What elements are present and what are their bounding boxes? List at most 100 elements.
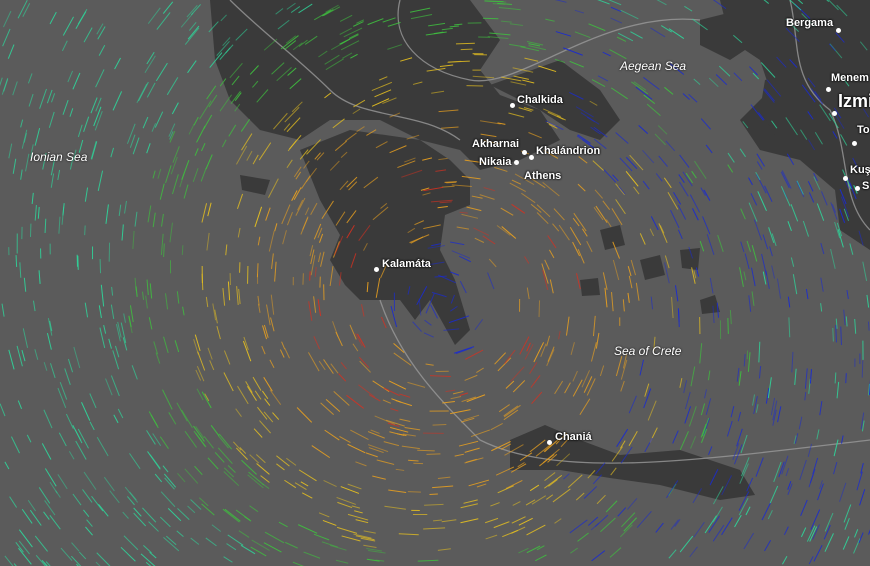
wind-streak: [764, 540, 772, 552]
wind-streak: [389, 112, 401, 118]
wind-streak: [439, 201, 452, 204]
wind-streak: [81, 402, 91, 421]
wind-streak: [751, 291, 755, 306]
wind-streak: [740, 434, 748, 454]
city-label[interactable]: Kuş: [850, 164, 870, 176]
wind-streak: [471, 195, 483, 199]
wind-streak: [503, 405, 519, 417]
wind-streak: [375, 559, 385, 562]
wind-streak: [553, 208, 565, 221]
city-label[interactable]: Bergama: [786, 17, 834, 29]
wind-streak: [445, 389, 456, 393]
wind-streak: [790, 204, 799, 222]
wind-streak: [526, 545, 541, 554]
wind-streak: [160, 491, 176, 508]
wind-streak: [807, 443, 813, 457]
wind-streak: [402, 433, 416, 437]
wind-streak: [531, 495, 546, 505]
wind-streak: [162, 1, 174, 14]
city-label[interactable]: Chalkida: [517, 94, 563, 106]
wind-streak: [771, 233, 777, 247]
wind-streak: [623, 517, 637, 532]
wind-streak: [555, 31, 572, 37]
wind-streak: [177, 472, 186, 483]
wind-streak: [511, 179, 522, 185]
wind-streak: [165, 535, 177, 546]
wind-streak: [176, 530, 184, 538]
wind-streak: [804, 392, 807, 401]
wind-streak: [521, 192, 536, 204]
wind-streak: [520, 46, 540, 52]
wind-streak: [563, 473, 570, 480]
wind-streak: [408, 459, 419, 462]
wind-streak: [21, 129, 28, 149]
wind-streak: [136, 83, 148, 104]
wind-streak: [238, 288, 241, 305]
wind-streak: [83, 471, 97, 490]
wind-streak: [441, 185, 455, 188]
city-label[interactable]: Athens: [524, 170, 562, 182]
wind-streak: [617, 32, 634, 42]
wind-streak: [764, 185, 773, 203]
wind-streak: [450, 409, 471, 415]
wind-streak: [666, 480, 679, 499]
wind-streak: [597, 0, 610, 5]
wind-streak: [117, 408, 124, 419]
wind-streak: [671, 296, 674, 319]
wind-streak: [753, 219, 763, 241]
wind-streak: [577, 134, 591, 144]
wind-streak: [387, 422, 400, 427]
wind-streak: [591, 342, 597, 362]
wind-streak: [252, 154, 259, 165]
wind-streak: [660, 25, 673, 33]
wind-streak: [144, 55, 156, 74]
wind-streak: [346, 225, 355, 239]
wind-streak: [61, 206, 65, 225]
city-label[interactable]: Akharnai: [472, 138, 520, 150]
city-label[interactable]: To: [857, 124, 870, 136]
wind-streak: [490, 423, 503, 431]
wind-streak: [322, 519, 337, 526]
wind-streak: [114, 57, 121, 70]
wind-streak: [20, 169, 23, 180]
wind-streak: [833, 461, 838, 475]
wind-streak: [592, 474, 602, 485]
wind-streak: [134, 211, 138, 227]
city-label[interactable]: Kalamáta: [382, 258, 431, 270]
wind-streak: [690, 436, 697, 449]
wind-streak: [752, 394, 756, 406]
wind-streak: [590, 522, 600, 531]
wind-streak: [38, 487, 51, 504]
wind-streak: [219, 78, 227, 87]
city-label[interactable]: Izmi: [838, 91, 870, 111]
wind-streak: [679, 378, 683, 388]
wind-streak: [12, 81, 18, 96]
wind-streak: [734, 444, 743, 465]
wind-streak: [227, 281, 231, 301]
city-label[interactable]: Khalándrion: [536, 145, 601, 157]
wind-streak: [786, 153, 795, 166]
wind-streak: [512, 67, 534, 73]
wind-streak: [355, 519, 369, 524]
city-label[interactable]: Menem: [831, 72, 869, 84]
wind-streak: [453, 346, 475, 354]
wind-streak: [552, 223, 560, 232]
wind-streak: [261, 345, 266, 355]
city-label[interactable]: S: [862, 180, 870, 192]
wind-streak: [804, 368, 808, 389]
wind-streak: [359, 360, 371, 373]
city-label[interactable]: Nikaia: [479, 156, 512, 168]
wind-streak: [383, 387, 400, 397]
wind-streak: [103, 476, 115, 492]
wind-streak: [583, 486, 598, 499]
wind-streak: [629, 154, 644, 171]
wind-streak: [193, 425, 205, 442]
wind-streak: [157, 168, 162, 179]
wind-streak: [420, 187, 430, 191]
wind-streak: [677, 204, 687, 220]
wind-streak: [777, 406, 782, 423]
wind-streak: [47, 318, 53, 336]
wind-streak: [609, 49, 627, 60]
city-label[interactable]: Chaniá: [555, 431, 592, 443]
